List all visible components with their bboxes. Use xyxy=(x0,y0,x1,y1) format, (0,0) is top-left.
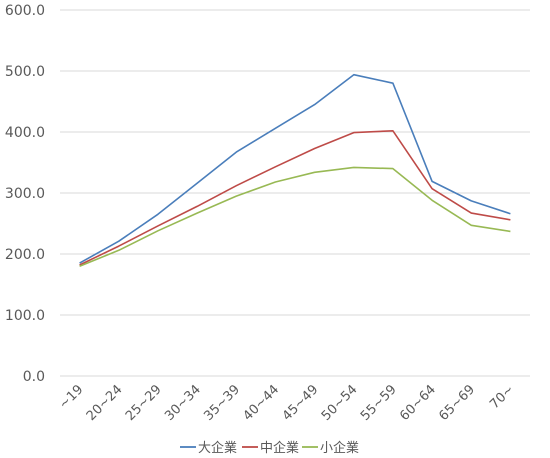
x-tick-label: 55~59 xyxy=(358,382,400,424)
legend-label: 大企業 xyxy=(198,440,237,456)
x-axis-ticks: ~1920~2425~2930~3435~3940~4445~4950~5455… xyxy=(56,382,517,424)
legend: 大企業 中企業 小企業 xyxy=(180,440,359,456)
series-lines xyxy=(79,73,511,267)
y-tick-label: 300.0 xyxy=(5,186,45,202)
series-line-0 xyxy=(79,73,511,264)
legend-label: 中企業 xyxy=(260,440,299,456)
x-tick-label: 45~49 xyxy=(280,382,322,424)
x-tick-label: ~19 xyxy=(56,382,86,412)
y-tick-label: 400.0 xyxy=(5,125,45,141)
y-tick-label: 200.0 xyxy=(5,247,45,263)
series-line-2 xyxy=(79,166,511,267)
x-tick-label: 65~69 xyxy=(436,382,478,424)
y-tick-label: 0.0 xyxy=(23,369,45,385)
series-line-1 xyxy=(79,130,511,266)
gridlines xyxy=(60,9,530,377)
x-tick-label: 25~29 xyxy=(123,382,165,424)
y-tick-label: 100.0 xyxy=(5,308,45,324)
x-tick-label: 60~64 xyxy=(397,382,439,424)
x-tick-label: 70~ xyxy=(487,382,517,412)
y-tick-label: 600.0 xyxy=(5,3,45,19)
x-tick-label: 35~39 xyxy=(201,382,243,424)
legend-label: 小企業 xyxy=(320,440,359,456)
x-tick-label: 50~54 xyxy=(319,382,361,424)
y-tick-label: 500.0 xyxy=(5,64,45,80)
x-tick-label: 40~44 xyxy=(241,382,283,424)
x-tick-label: 20~24 xyxy=(84,382,126,424)
x-tick-label: 30~34 xyxy=(162,382,204,424)
y-axis-ticks: 0.0 100.0 200.0 300.0 400.0 500.0 600.0 xyxy=(5,3,45,385)
